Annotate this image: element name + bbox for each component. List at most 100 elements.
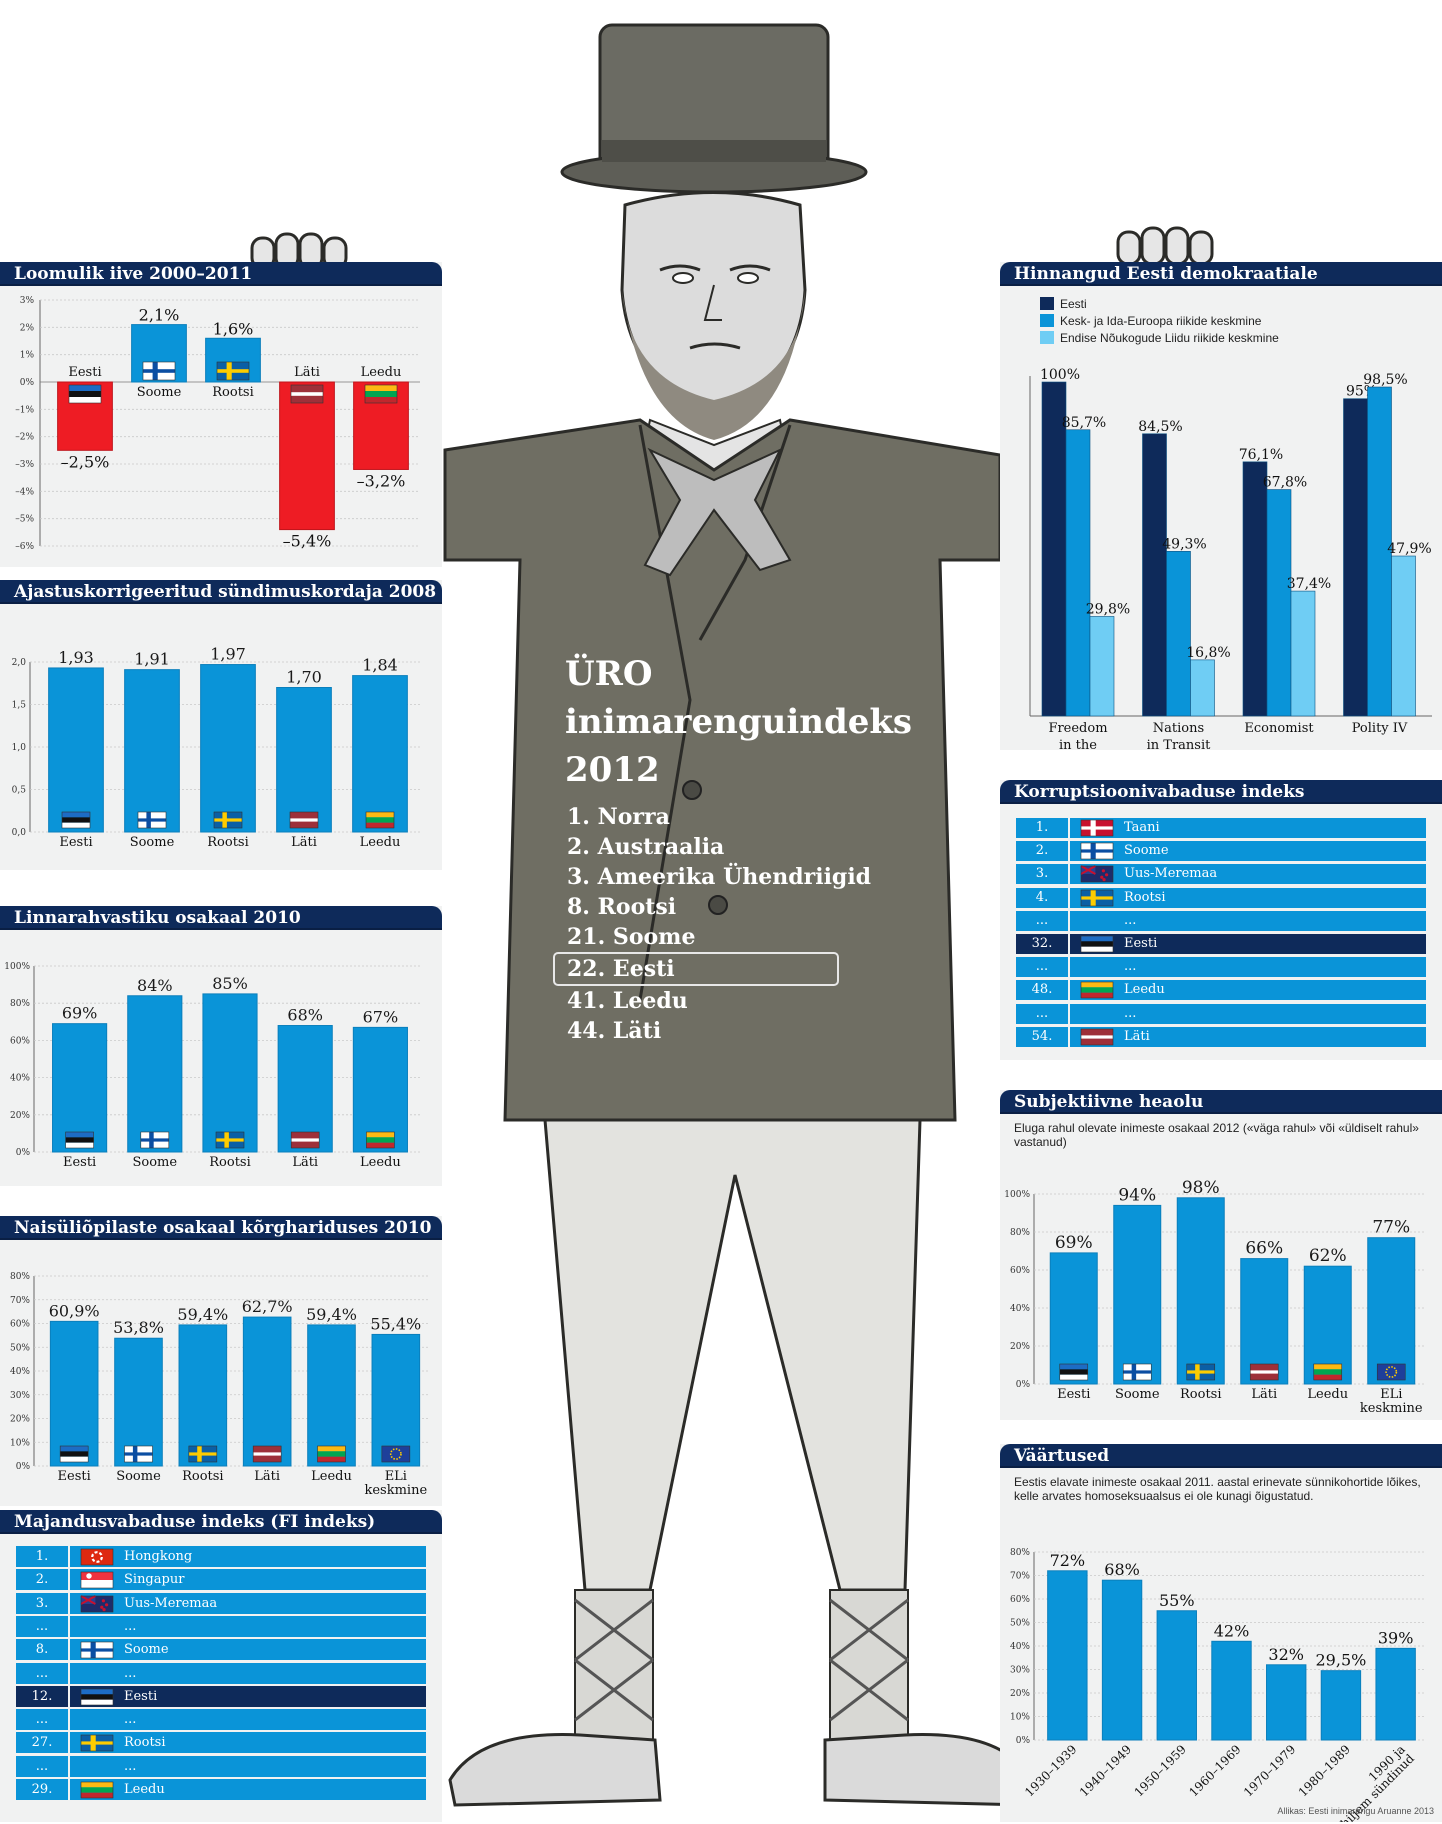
data-label: 94% (1118, 1185, 1156, 1205)
data-label: 2,1% (139, 306, 180, 325)
hdi-title-line-3: 2012 (565, 750, 660, 790)
y-tick-label: 50% (1010, 1619, 1030, 1629)
flag-fi-icon (140, 1131, 170, 1149)
cell-divider (1068, 864, 1070, 885)
rank-cell: 1. (35, 1549, 49, 1564)
hdi-item: 1. Norra (567, 804, 670, 830)
flag-ee-icon (1059, 1363, 1089, 1381)
flag-icon (1080, 819, 1114, 837)
legend-swatch (1040, 314, 1054, 327)
y-tick-label: 60% (1010, 1595, 1030, 1605)
x-tick-label: Soome (137, 385, 182, 400)
flag-border (80, 1571, 114, 1589)
flag-field (81, 1549, 113, 1565)
data-label: 98,5% (1363, 372, 1407, 388)
flag-border (1080, 842, 1114, 860)
bar (352, 1026, 408, 1153)
data-label: 59,4% (177, 1305, 228, 1324)
flag-stripe (1313, 1364, 1342, 1370)
flag-hk-icon (80, 1548, 114, 1566)
y-tick-label: 70% (1010, 1572, 1030, 1582)
bar (242, 1316, 292, 1467)
flag-cross (216, 1138, 244, 1142)
bar (1190, 659, 1215, 717)
flag-stripe (291, 1138, 320, 1142)
panel-urban: Linnarahvastiku osakaal 2010 0% 20% 40% 60%… (0, 906, 442, 1186)
flag-star (1105, 873, 1109, 877)
y-tick-label: 2% (20, 323, 35, 333)
flag-border (1376, 1363, 1406, 1381)
bar (1101, 1579, 1143, 1741)
cell-divider (1068, 841, 1070, 862)
cell-divider (68, 1662, 70, 1684)
flag-stripe (65, 1142, 94, 1148)
y-tick-label: 80% (10, 1272, 30, 1282)
data-label: 55,4% (370, 1314, 421, 1333)
flag-stripe (65, 1132, 94, 1138)
bar (1266, 1664, 1307, 1741)
data-label: 1,70 (286, 668, 322, 687)
x-tick-label: Nations (1153, 721, 1204, 736)
flag-border (80, 1688, 114, 1706)
y-tick-label: 100% (4, 962, 30, 972)
x-tick-label: Rootsi (182, 1469, 224, 1484)
y-tick-label: 80% (1010, 1228, 1030, 1238)
flag-stripe (366, 1132, 395, 1138)
flag-border (216, 361, 250, 381)
country-cell: Taani (1124, 820, 1160, 835)
flag-border (1080, 1028, 1114, 1046)
country-cell: Soome (1124, 843, 1169, 859)
flag-fi-icon (137, 811, 167, 829)
panel-title: Linnarahvastiku osakaal 2010 (0, 906, 442, 930)
flag-cross (1081, 826, 1113, 830)
y-tick-label: 0% (1016, 1736, 1031, 1746)
y-tick-label: 20% (10, 1415, 30, 1425)
flag-border (1080, 819, 1114, 837)
rank-cell: 4. (1035, 889, 1049, 905)
panel-title: Naisüliõpilaste osakaal kõrghariduses 20… (0, 1216, 442, 1240)
data-label: 1,93 (58, 648, 94, 667)
hdi-item: 21. Soome (567, 924, 696, 950)
flag-border (366, 1131, 395, 1149)
flag-border (142, 361, 176, 381)
x-tick-label: Leedu (361, 365, 402, 380)
x-tick-label: ELi (385, 1469, 407, 1484)
panel-title: Ajastuskorrigeeritud sündimuskordaja 200… (0, 580, 442, 604)
data-label: 29,5% (1316, 1651, 1367, 1670)
chart-fertility: 0,0 0,5 1,0 1,5 2,0 1,93 Eesti 1,91 Soome 1,97 Roo… (12, 645, 420, 850)
panel-title: Majandusvabaduse indeks (FI indeks) (0, 1510, 442, 1534)
flag-border (381, 1445, 411, 1463)
flag-cross (217, 369, 249, 373)
flag-stars (1385, 1366, 1398, 1378)
country-cell: Hongkong (124, 1549, 193, 1564)
panel-subtitle: Eluga rahul olevate inimeste osakaal 201… (1014, 1121, 1419, 1149)
flag-stripe (81, 1787, 113, 1793)
flag-stripe (1081, 1035, 1113, 1039)
flag-se-icon (213, 811, 243, 829)
bar (124, 669, 180, 833)
table-row: 32. Eesti (1016, 934, 1426, 954)
y-tick-label: 0% (16, 1462, 31, 1472)
cell-divider (1068, 887, 1070, 908)
x-tick-label: Soome (116, 1469, 161, 1484)
country-cell: ... (1124, 912, 1137, 928)
flag-cross (143, 369, 175, 373)
flag-icon (1080, 935, 1114, 953)
table-row: 3. Uus-Meremaa (16, 1592, 426, 1614)
country-cell: Eesti (124, 1688, 158, 1704)
bar (371, 1333, 421, 1467)
rank-cell: ... (35, 1665, 49, 1681)
y-tick-label: 0% (20, 378, 35, 388)
flag-moon (86, 1573, 92, 1580)
data-label: 42% (1214, 1621, 1250, 1640)
y-tick-label: 0,0 (12, 828, 27, 838)
x-tick-label: Soome (130, 835, 175, 850)
x-tick-label: Rootsi (207, 835, 249, 850)
data-label: 37,4% (1287, 576, 1331, 592)
data-label: 55% (1159, 1591, 1195, 1610)
bar (127, 995, 183, 1153)
flag-icon (1080, 889, 1114, 906)
legend-swatch (1040, 331, 1054, 344)
x-tick-label: Rootsi (209, 1155, 251, 1170)
